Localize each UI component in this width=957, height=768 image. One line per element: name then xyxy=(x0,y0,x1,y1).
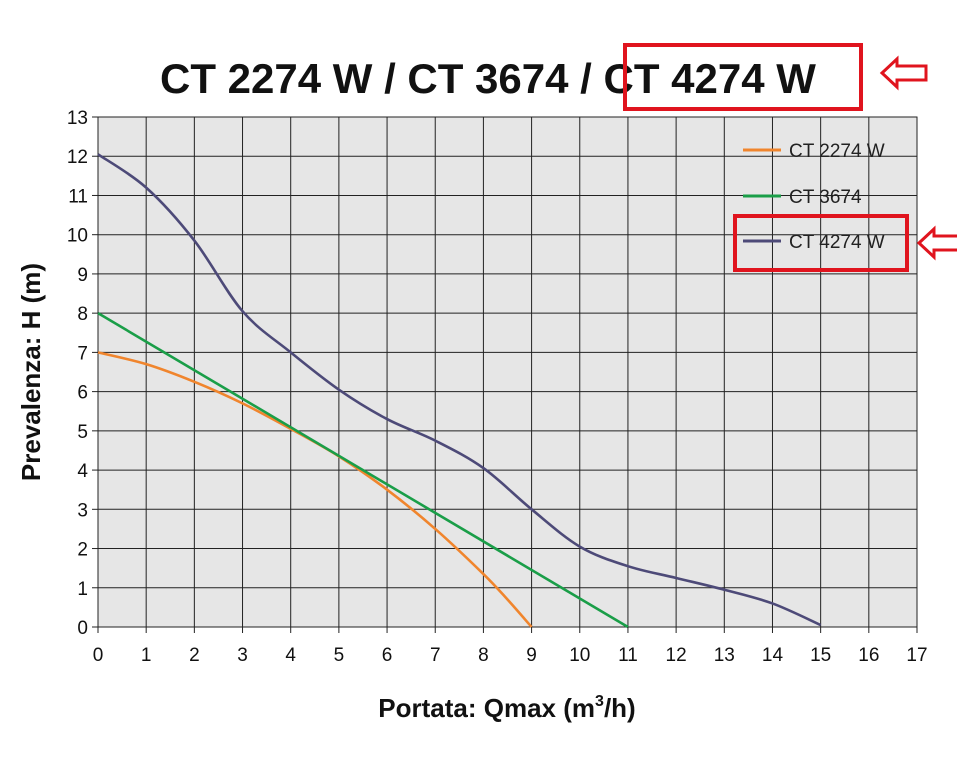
legend-label-1: CT 2274 W xyxy=(789,141,885,162)
series-line-2 xyxy=(97,312,629,629)
x-tick-label: 1 xyxy=(141,645,152,666)
y-tick-label: 5 xyxy=(77,422,88,443)
x-axis-label-end: /h) xyxy=(604,693,636,723)
highlight-arrows xyxy=(879,55,957,261)
x-tick-label: 10 xyxy=(569,645,590,666)
x-tick-label: 11 xyxy=(618,645,638,666)
legend: CT 2274 W CT 3674 CT 4274 W xyxy=(733,141,909,272)
y-tick-label: 7 xyxy=(77,343,88,364)
y-tick-label: 12 xyxy=(67,147,88,168)
grid-lines xyxy=(97,116,918,628)
x-tick-label: 12 xyxy=(666,645,687,666)
x-tick-labels: 0 1 2 3 4 5 6 7 8 9 10 11 12 13 14 15 16 17 xyxy=(93,627,928,666)
x-tick-label: 7 xyxy=(430,645,441,666)
x-tick-label: 2 xyxy=(189,645,200,666)
x-tick-label: 4 xyxy=(285,645,296,666)
y-tick-label: 4 xyxy=(77,461,88,482)
legend-highlight-box xyxy=(733,214,909,272)
series-layer xyxy=(97,153,822,629)
y-axis-label: Prevalenza: H (m) xyxy=(16,263,46,481)
x-tick-label: 15 xyxy=(810,645,831,666)
x-axis-label: Portata: Qmax (m3/h) xyxy=(378,693,635,723)
chart-title-text: CT 2274 W / CT 3674 / CT 4274 W xyxy=(160,55,816,102)
x-tick-label: 14 xyxy=(762,645,784,666)
legend-label-3: CT 4274 W xyxy=(789,232,885,253)
y-tick-label: 0 xyxy=(77,618,88,639)
legend-arrow-icon xyxy=(916,225,957,261)
y-tick-label: 2 xyxy=(77,540,88,561)
title-arrow-icon xyxy=(879,55,928,91)
x-tick-label: 5 xyxy=(334,645,345,666)
y-tick-label: 3 xyxy=(77,500,88,521)
legend-label-2: CT 3674 xyxy=(789,187,862,208)
x-tick-label: 3 xyxy=(237,645,248,666)
x-tick-label: 16 xyxy=(858,645,879,666)
x-axis-label-sup: 3 xyxy=(595,693,604,710)
x-axis-label-main: Portata: Qmax (m xyxy=(378,693,595,723)
x-tick-label: 17 xyxy=(906,645,927,666)
y-tick-label: 11 xyxy=(68,186,88,207)
y-tick-label: 6 xyxy=(77,383,88,404)
y-tick-label: 13 xyxy=(67,108,88,129)
y-tick-label: 8 xyxy=(77,304,88,325)
x-tick-label: 0 xyxy=(93,645,104,666)
x-tick-label: 9 xyxy=(526,645,537,666)
x-tick-label: 8 xyxy=(478,645,489,666)
x-tick-label: 6 xyxy=(382,645,393,666)
y-tick-label: 9 xyxy=(77,265,88,286)
y-tick-label: 10 xyxy=(67,226,88,247)
x-tick-label: 13 xyxy=(714,645,735,666)
title-highlight xyxy=(623,43,863,111)
title-highlight-box xyxy=(623,43,863,111)
y-tick-label: 1 xyxy=(77,579,88,600)
series-line-3 xyxy=(97,153,822,627)
chart-title: CT 2274 W / CT 3674 / CT 4274 W xyxy=(160,55,816,102)
